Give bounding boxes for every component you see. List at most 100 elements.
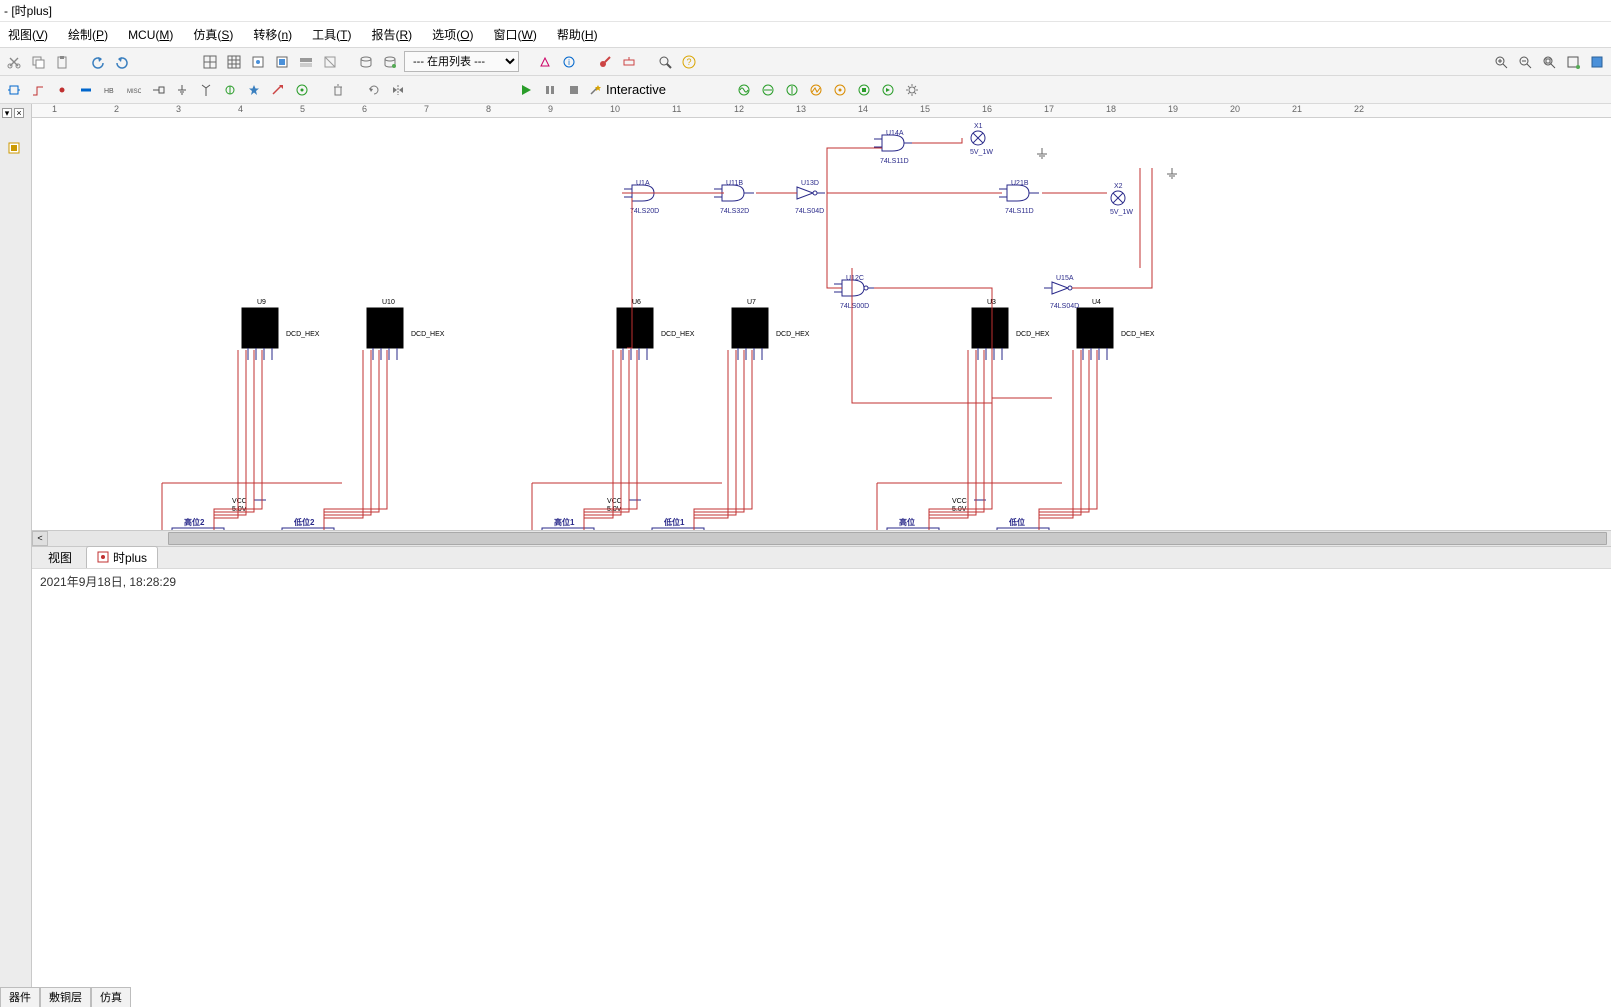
place-misc-icon[interactable]: MISC (124, 80, 144, 100)
place-ant-icon[interactable] (196, 80, 216, 100)
scope5-icon[interactable] (830, 80, 850, 100)
menu-bar: 视图(V) 绘制(P) MCU(M) 仿真(S) 转移(n) 工具(T) 报告(… (0, 22, 1611, 48)
scope1-icon[interactable] (734, 80, 754, 100)
schematic-canvas[interactable]: U9DCD_HEXU10DCD_HEXU6DCD_HEXU7DCD_HEXU3D… (32, 118, 1611, 530)
zoom-in-icon[interactable] (1491, 52, 1511, 72)
menu-tools[interactable]: 工具(T) (308, 24, 355, 45)
svg-text:高位: 高位 (899, 517, 915, 527)
tb-erc1-icon[interactable] (535, 52, 555, 72)
fullscreen-icon[interactable] (1587, 52, 1607, 72)
horizontal-scrollbar[interactable]: < (32, 530, 1611, 546)
place-wire-icon[interactable] (28, 80, 48, 100)
log-bar: 2021年9月18日, 18:28:29 (32, 568, 1611, 596)
stop-icon[interactable] (564, 80, 584, 100)
run-icon[interactable] (516, 80, 536, 100)
tb-grid2-icon[interactable] (224, 52, 244, 72)
svg-text:?: ? (686, 57, 691, 67)
dock-close-icon[interactable]: × (14, 108, 24, 118)
mirror-icon[interactable] (388, 80, 408, 100)
svg-text:A: A (174, 529, 180, 530)
dock-hierarchy-icon[interactable] (4, 138, 24, 158)
tb-layer2-icon[interactable] (320, 52, 340, 72)
tb-search-icon[interactable] (655, 52, 675, 72)
tb-probe-icon[interactable] (595, 52, 615, 72)
menu-options[interactable]: 选项(O) (428, 24, 477, 45)
svg-text:VCC: VCC (232, 498, 247, 505)
svg-text:74LS20D: 74LS20D (630, 208, 659, 215)
app-title: - [时plus] (4, 2, 52, 19)
scope3-icon[interactable] (782, 80, 802, 100)
wand-icon (588, 83, 602, 97)
svg-text:U6: U6 (632, 299, 641, 306)
sheet-tab-view[interactable]: 视图 (38, 547, 82, 568)
place-hb-icon[interactable]: HB (100, 80, 120, 100)
tb-db2-icon[interactable] (380, 52, 400, 72)
place-arrow-icon[interactable] (268, 80, 288, 100)
svg-text:X1: X1 (974, 123, 983, 130)
zoom-out-icon[interactable] (1515, 52, 1535, 72)
copy-icon[interactable] (28, 52, 48, 72)
place-star-icon[interactable] (244, 80, 264, 100)
delete-icon[interactable] (328, 80, 348, 100)
svg-text:A: A (284, 529, 290, 530)
tb-db1-icon[interactable] (356, 52, 376, 72)
place-net-icon[interactable] (148, 80, 168, 100)
menu-draw[interactable]: 绘制(P) (64, 24, 112, 45)
scope6-icon[interactable] (854, 80, 874, 100)
svg-text:高位2: 高位2 (184, 517, 205, 527)
rotate-icon[interactable] (364, 80, 384, 100)
cut-icon[interactable] (4, 52, 24, 72)
svg-text:DCD_HEX: DCD_HEX (286, 331, 320, 338)
tb-grid1-icon[interactable] (200, 52, 220, 72)
svg-text:低位: 低位 (1008, 517, 1025, 527)
status-tab-sim[interactable]: 仿真 (91, 987, 131, 1007)
status-tab-bar: 器件 敷铜层 仿真 (0, 987, 131, 1007)
tb-probe2-icon[interactable] (619, 52, 639, 72)
place-part-icon[interactable] (4, 80, 24, 100)
place-junction-icon[interactable] (52, 80, 72, 100)
redo-icon[interactable] (112, 52, 132, 72)
svg-text:A: A (889, 529, 895, 530)
scroll-left-icon[interactable]: < (32, 531, 48, 546)
place-bus-icon[interactable] (76, 80, 96, 100)
scroll-thumb[interactable] (168, 532, 1607, 545)
sheet-tab-active[interactable]: 时plus (86, 546, 158, 568)
gear-icon[interactable] (902, 80, 922, 100)
tb-layer1-icon[interactable] (296, 52, 316, 72)
menu-transfer[interactable]: 转移(n) (249, 24, 296, 45)
menu-window[interactable]: 窗口(W) (490, 24, 541, 45)
zoom-fit-icon[interactable] (1539, 52, 1559, 72)
svg-text:U13D: U13D (801, 180, 819, 187)
place-gnd-icon[interactable] (172, 80, 192, 100)
paste-icon[interactable] (52, 52, 72, 72)
menu-report[interactable]: 报告(R) (367, 24, 416, 45)
svg-text:DCD_HEX: DCD_HEX (1016, 331, 1050, 338)
status-tab-copper[interactable]: 敷铜层 (40, 987, 91, 1007)
tb-help-icon[interactable]: ? (679, 52, 699, 72)
svg-text:VCC: VCC (607, 498, 622, 505)
zoom-sheet-icon[interactable] (1563, 52, 1583, 72)
tb-erc2-icon[interactable]: i (559, 52, 579, 72)
menu-mcu[interactable]: MCU(M) (124, 26, 177, 44)
undo-icon[interactable] (88, 52, 108, 72)
svg-text:74LS11D: 74LS11D (880, 158, 909, 165)
svg-text:i: i (568, 58, 570, 67)
inuse-list-select[interactable]: --- 在用列表 --- (404, 51, 519, 72)
place-text-icon[interactable] (292, 80, 312, 100)
dock-pin-icon[interactable]: ▾ (2, 108, 12, 118)
menu-help[interactable]: 帮助(H) (553, 24, 602, 45)
scope7-icon[interactable] (878, 80, 898, 100)
tb-sheet-icon[interactable] (248, 52, 268, 72)
status-tab-components[interactable]: 器件 (0, 987, 40, 1007)
svg-text:U10: U10 (382, 299, 395, 306)
scope4-icon[interactable] (806, 80, 826, 100)
pause-icon[interactable] (540, 80, 560, 100)
tb-sheet2-icon[interactable] (272, 52, 292, 72)
svg-text:5V_1W: 5V_1W (1110, 209, 1133, 216)
place-probe2-icon[interactable] (220, 80, 240, 100)
log-line: 2021年9月18日, 18:28:29 (40, 575, 176, 589)
scope2-icon[interactable] (758, 80, 778, 100)
left-dock: ▾ × (0, 104, 32, 1007)
menu-simulate[interactable]: 仿真(S) (189, 24, 237, 45)
menu-view[interactable]: 视图(V) (4, 24, 52, 45)
